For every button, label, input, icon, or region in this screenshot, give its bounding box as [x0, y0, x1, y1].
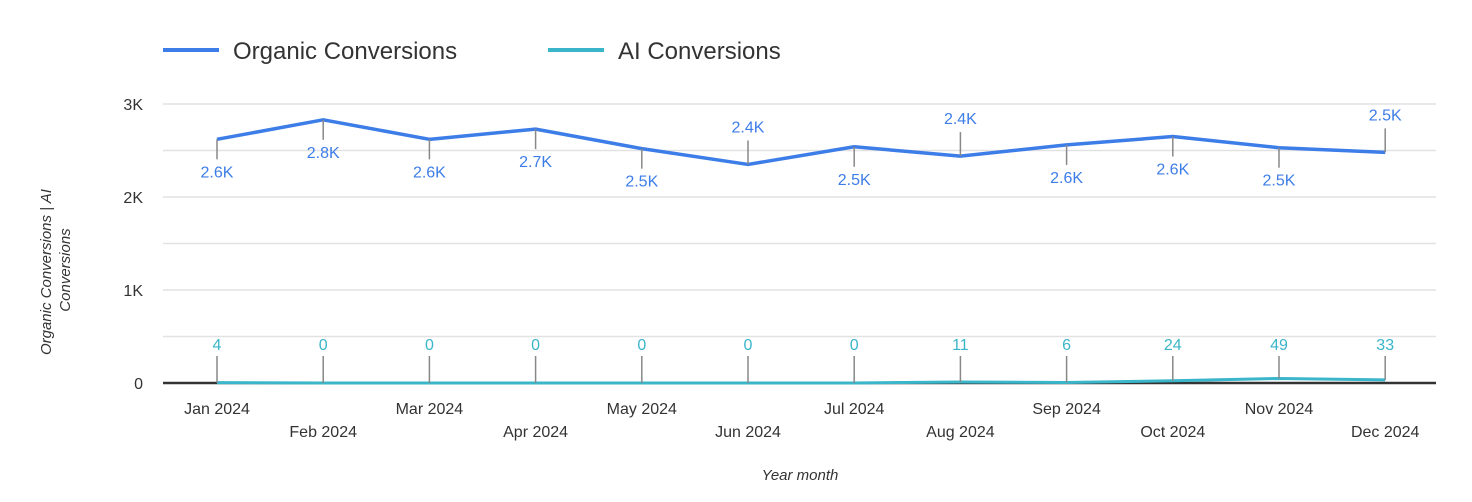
- legend-label-organic: Organic Conversions: [233, 38, 457, 65]
- y-axis-title-line-1: Organic Conversions | AI: [38, 189, 55, 355]
- organic-data-label: 2.5K: [625, 174, 658, 191]
- ai-data-label: 33: [1376, 337, 1394, 354]
- x-tick-label: Feb 2024: [289, 424, 357, 441]
- organic-data-label: 2.7K: [519, 154, 552, 171]
- series-layer: [216, 118, 1386, 385]
- organic-data-label: 2.5K: [838, 172, 871, 189]
- organic-data-label: 2.6K: [413, 164, 446, 181]
- x-tick-label: Apr 2024: [503, 424, 568, 441]
- x-tick-label: Jan 2024: [184, 401, 250, 418]
- ai-data-label: 6: [1062, 337, 1071, 354]
- series-line-ai[interactable]: [216, 376, 1386, 385]
- ai-data-label: 0: [425, 337, 434, 354]
- ai-data-label: 0: [319, 337, 328, 354]
- y-tick-label: 3K: [123, 97, 143, 114]
- ai-data-label: 0: [531, 337, 540, 354]
- organic-data-label: 2.6K: [201, 164, 234, 181]
- legend: Organic Conversions AI Conversions: [163, 38, 781, 65]
- x-tick-label: Nov 2024: [1245, 401, 1314, 418]
- x-tick-label: Jun 2024: [715, 424, 781, 441]
- y-axis-ticks: 0 1K 2K 3K: [123, 97, 143, 393]
- ai-data-label: 49: [1270, 337, 1288, 354]
- y-tick-label: 2K: [123, 190, 143, 207]
- organic-data-label: 2.6K: [1156, 162, 1189, 179]
- x-tick-label: May 2024: [607, 401, 677, 418]
- x-tick-label: Jul 2024: [824, 401, 885, 418]
- x-axis-ticks: Jan 2024 Feb 2024 Mar 2024 Apr 2024 May 2024…: [184, 401, 1419, 441]
- organic-data-label: 2.6K: [1050, 170, 1083, 187]
- ai-data-label: 4: [213, 337, 222, 354]
- y-tick-label: 1K: [123, 283, 143, 300]
- legend-label-ai: AI Conversions: [618, 38, 781, 65]
- organic-data-label: 2.5K: [1369, 107, 1402, 124]
- y-tick-label: 0: [134, 376, 143, 393]
- series-line-organic[interactable]: [216, 118, 1386, 167]
- legend-item-ai[interactable]: AI Conversions: [548, 38, 781, 65]
- y-axis-title: Organic Conversions | AI Conversions: [38, 185, 74, 355]
- ai-data-label: 0: [850, 337, 859, 354]
- x-tick-label: Mar 2024: [396, 401, 464, 418]
- organic-data-label: 2.4K: [732, 119, 765, 136]
- ai-data-label: 24: [1164, 337, 1182, 354]
- data-labels: 2.6K 2.8K 2.6K 2.7K 2.5K 2.4K 2.5K 2.4K 2.6K 2.6K…: [201, 107, 1402, 383]
- organic-data-label: 2.8K: [307, 145, 340, 162]
- organic-data-label: 2.5K: [1263, 173, 1296, 190]
- x-tick-label: Oct 2024: [1140, 424, 1205, 441]
- y-axis-title-line-2: Conversions: [57, 228, 74, 312]
- organic-data-label: 2.4K: [944, 111, 977, 128]
- x-axis-title: Year month: [762, 467, 839, 484]
- legend-item-organic[interactable]: Organic Conversions: [163, 38, 457, 65]
- x-tick-label: Dec 2024: [1351, 424, 1420, 441]
- x-tick-label: Sep 2024: [1032, 401, 1101, 418]
- ai-data-label: 0: [744, 337, 753, 354]
- ai-data-label: 0: [637, 337, 646, 354]
- x-tick-label: Aug 2024: [926, 424, 995, 441]
- ai-data-label: 11: [952, 337, 969, 354]
